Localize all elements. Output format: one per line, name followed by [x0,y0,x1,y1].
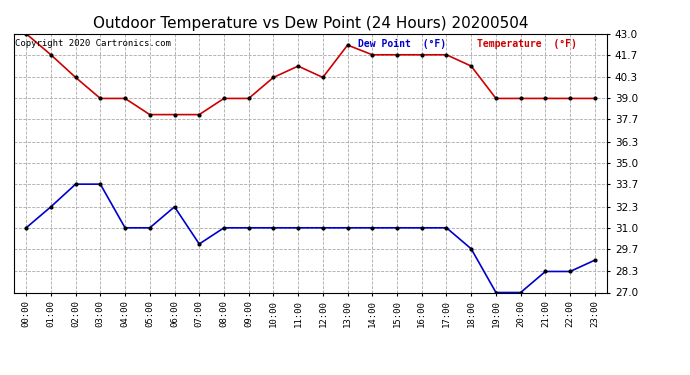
Text: Temperature  (°F): Temperature (°F) [477,39,577,49]
Title: Outdoor Temperature vs Dew Point (24 Hours) 20200504: Outdoor Temperature vs Dew Point (24 Hou… [92,16,529,31]
Text: Dew Point  (°F): Dew Point (°F) [358,39,446,49]
Text: Copyright 2020 Cartronics.com: Copyright 2020 Cartronics.com [15,39,171,48]
